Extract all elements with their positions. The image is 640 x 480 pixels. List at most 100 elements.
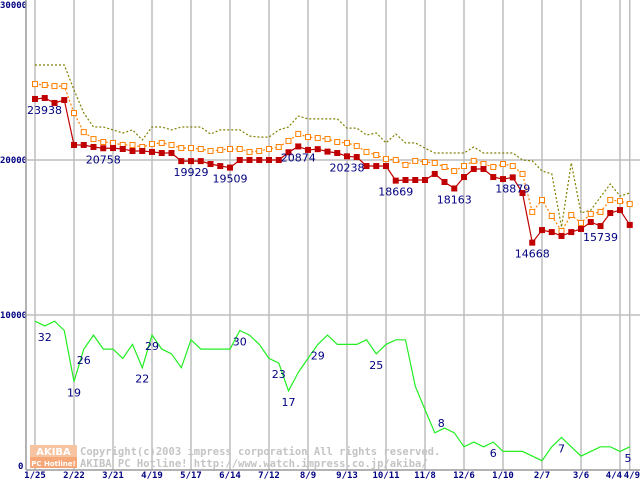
data-label: 19 <box>67 387 81 400</box>
point-min <box>548 229 555 236</box>
data-label: 23 <box>272 368 286 381</box>
point-average <box>217 146 224 153</box>
series-layer <box>32 64 633 462</box>
point-average <box>178 145 185 152</box>
data-label: 14668 <box>515 248 550 261</box>
point-min <box>451 185 458 192</box>
series-line-average <box>34 83 630 233</box>
point-min <box>110 145 116 152</box>
point-min <box>90 143 97 150</box>
point-min <box>402 176 409 183</box>
point-min <box>470 165 477 172</box>
point-min <box>626 221 633 228</box>
point-average <box>353 143 360 150</box>
data-label: 15739 <box>583 231 618 244</box>
x-tick-label: 2/22 <box>63 471 85 480</box>
point-average <box>617 198 623 205</box>
point-average <box>275 143 282 150</box>
series-line-count <box>34 320 631 462</box>
point-average <box>607 196 614 203</box>
point-min <box>100 145 107 152</box>
point-average <box>197 145 204 152</box>
point-min <box>51 99 58 106</box>
point-average <box>383 156 389 163</box>
point-min <box>490 174 497 181</box>
point-average <box>441 163 448 170</box>
point-min <box>324 148 331 155</box>
point-average <box>490 163 497 170</box>
data-label: 18163 <box>437 193 472 206</box>
point-min <box>188 158 194 165</box>
point-min <box>41 95 48 101</box>
point-min <box>207 161 214 168</box>
point-min <box>568 229 575 236</box>
point-min <box>246 157 253 163</box>
point-min <box>617 207 623 214</box>
point-average <box>32 81 38 88</box>
y-tick-label: 30000 <box>0 1 27 11</box>
x-tick-label: 4/9 <box>624 471 640 480</box>
point-min <box>597 223 604 230</box>
point-min <box>509 174 516 181</box>
logo-top: AKIBA <box>36 447 71 458</box>
point-average <box>626 201 633 208</box>
data-label: 6 <box>490 447 497 460</box>
point-average <box>587 210 594 217</box>
point-average <box>431 159 438 166</box>
data-label: 18669 <box>378 186 413 199</box>
point-min <box>305 146 311 153</box>
point-min <box>119 145 126 152</box>
point-average <box>363 148 370 155</box>
point-average <box>129 141 136 148</box>
x-tick-label: 9/13 <box>336 471 358 480</box>
point-min <box>363 163 370 170</box>
data-label: 29 <box>145 340 159 353</box>
point-average <box>305 134 311 141</box>
x-tick-label: 1/25 <box>24 471 46 480</box>
point-average <box>51 83 58 90</box>
point-average <box>539 196 545 203</box>
point-average <box>548 212 555 219</box>
point-min <box>32 95 38 102</box>
point-min <box>295 143 302 150</box>
watermark: AKIBA PC Hotline! Copyright(c)2003 impre… <box>30 445 440 470</box>
point-average <box>451 168 458 175</box>
point-average <box>558 227 565 234</box>
point-average <box>71 110 77 117</box>
data-label: 29 <box>311 349 325 362</box>
point-average <box>597 208 604 215</box>
point-average <box>256 148 263 155</box>
x-tick-label: 12/6 <box>453 471 475 480</box>
copyright-text: Copyright(c)2003 impress corporation All… <box>80 446 440 458</box>
point-average <box>314 134 321 141</box>
point-min <box>529 239 536 246</box>
data-label: 20238 <box>330 161 365 174</box>
data-label: 19929 <box>174 166 209 179</box>
point-average <box>500 161 506 168</box>
point-min <box>61 97 68 104</box>
x-tick-label: 4/19 <box>141 471 163 480</box>
point-min <box>412 176 419 183</box>
data-labels: 23938 20758 19929 19509 20874 20238 18669 18163… <box>27 104 632 465</box>
data-label: 30 <box>233 336 247 349</box>
point-average <box>509 163 516 170</box>
point-average <box>392 157 399 163</box>
point-average <box>402 161 409 168</box>
point-min <box>461 174 467 181</box>
data-label: 8 <box>438 417 445 430</box>
point-average <box>227 145 233 152</box>
point-min <box>392 177 399 184</box>
point-min <box>227 164 233 171</box>
x-tick-label: 1/10 <box>492 471 514 480</box>
point-min <box>441 179 448 186</box>
data-label: 25 <box>369 359 383 372</box>
point-average <box>412 157 419 164</box>
point-average <box>110 139 116 146</box>
x-tick-label: 10/11 <box>372 471 399 480</box>
point-average <box>285 137 292 144</box>
data-label: 18879 <box>495 182 530 195</box>
point-average <box>188 145 194 152</box>
logo-bottom: PC Hotline! <box>31 460 75 468</box>
point-min <box>344 153 350 160</box>
